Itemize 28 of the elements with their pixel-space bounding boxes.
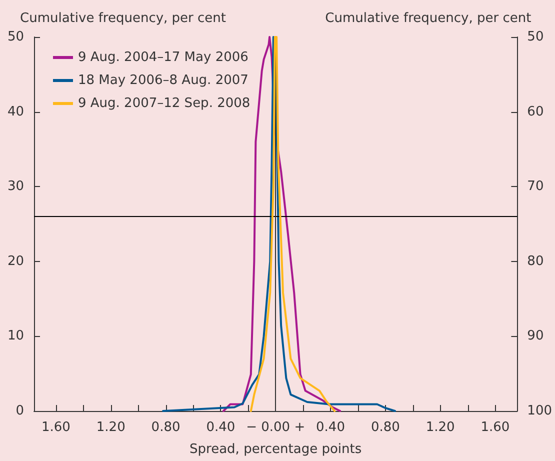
y-tick-label: 30	[7, 179, 24, 194]
x-tick-label: 0.40	[316, 420, 345, 435]
x-tick-label: 1.60	[480, 420, 510, 435]
line-series	[250, 36, 336, 412]
y2-axis-title: Cumulative frequency, per cent	[325, 11, 532, 26]
y2-tick-label: 90	[527, 328, 544, 344]
y2-tick-label: 50	[527, 30, 544, 44]
y2-tick-label: 70	[527, 179, 544, 194]
y-axis-title: Cumulative frequency, per cent	[20, 11, 226, 26]
x-tick-label: 0.80	[370, 420, 400, 435]
legend-label: 9 Aug. 2004–17 May 2006	[78, 50, 248, 65]
y-tick-label: 20	[7, 254, 24, 269]
y-tick-label: 50	[7, 30, 24, 44]
x-tick-label: 0.40	[206, 420, 236, 435]
y-tick-label: 10	[7, 328, 24, 344]
x-tick-label: 1.60	[41, 420, 70, 435]
y2-tick-label: 60	[527, 104, 544, 120]
x-tick-label: − 0.00 +	[246, 420, 306, 435]
y-tick-label: 0	[16, 404, 24, 418]
y2-tick-label: 100	[527, 404, 552, 418]
legend-label: 18 May 2006–8 Aug. 2007	[78, 73, 248, 88]
y2-tick-label: 80	[527, 254, 544, 269]
x-tick-label: 0.80	[151, 420, 180, 435]
y-tick-label: 40	[7, 104, 24, 120]
x-tick-label: 1.20	[426, 420, 455, 435]
legend-label: 9 Aug. 2007–12 Sep. 2008	[78, 96, 250, 111]
x-axis-title: Spread, percentage points	[190, 442, 362, 457]
x-tick-label: 1.20	[96, 420, 126, 435]
